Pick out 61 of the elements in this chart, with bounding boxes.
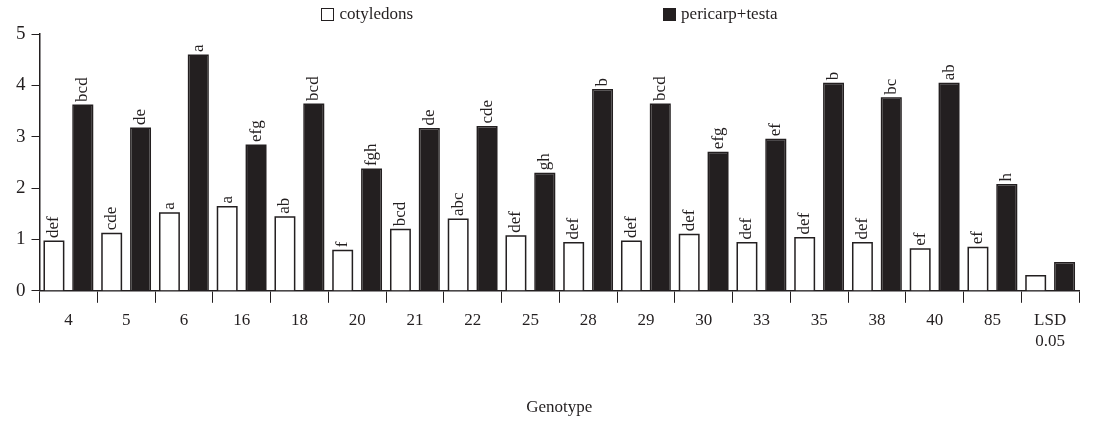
y-tick-label: 3 [16,124,26,146]
data-label: bcd [303,75,323,101]
data-label: efg [245,119,265,142]
data-label: b [823,71,843,81]
data-label: f [332,241,352,248]
y-tick-label: 4 [16,73,26,95]
x-tick-label: 29 [637,310,655,330]
data-label: bc [880,78,900,95]
data-label: cde [101,206,121,231]
x-tick-label: 33 [752,310,770,330]
data-label: ef [909,232,929,246]
data-label: efg [707,126,727,150]
data-label: bcd [72,76,92,102]
data-label: def [736,217,756,240]
data-label: def [43,215,63,239]
x-tick-label: 4 [64,310,74,330]
data-label: def [678,209,698,232]
legend-label: cotyledons [339,4,414,24]
x-tick-label: 20 [348,310,366,330]
x-axis-title: Genotype [526,397,593,417]
data-label: bcd [649,75,669,101]
x-tick-label: 28 [579,310,597,330]
data-label: def [563,217,583,240]
data-label: a [216,195,236,204]
data-label: ef [967,230,987,245]
x-tick-label: 18 [290,310,308,330]
data-label: def [794,212,814,235]
data-label: gh [534,152,554,171]
y-tick-label: 0 [16,278,26,300]
x-tick-label: 38 [868,310,886,330]
data-label: bcd [389,201,409,227]
data-label: fgh [361,142,381,167]
y-tick-label: 2 [16,176,26,198]
x-tick-label: 40 [926,310,944,330]
x-tick-label: 30 [695,310,713,330]
x-tick-label: 35 [810,310,828,330]
data-label: a [187,44,207,53]
x-tick-label: 21 [406,310,424,330]
x-tick-label: 16 [233,310,251,330]
data-label: h [996,172,1016,182]
x-tick-label: 25 [521,310,539,330]
data-label: b [592,78,612,87]
x-tick-label: 5 [121,310,131,330]
data-label: de [418,109,438,126]
x-tick-label: 85 [983,310,1001,330]
data-label: def [505,210,525,233]
data-label: a [158,201,178,210]
data-label: de [130,108,150,126]
data-label: ef [765,122,785,137]
y-tick-label: 5 [16,21,26,43]
x-tick-label: 22 [464,310,482,330]
data-label: cde [476,99,496,124]
data-label: ab [274,197,294,214]
data-label: ab [938,64,958,81]
x-tick-label: LSD 0.05 [1034,310,1067,350]
data-label: def [620,215,640,239]
legend-label: pericarp+testa [681,4,778,24]
y-tick-label: 1 [16,227,26,249]
x-tick-label: 6 [179,310,189,330]
data-label: def [851,217,871,240]
data-label: abc [447,191,467,216]
